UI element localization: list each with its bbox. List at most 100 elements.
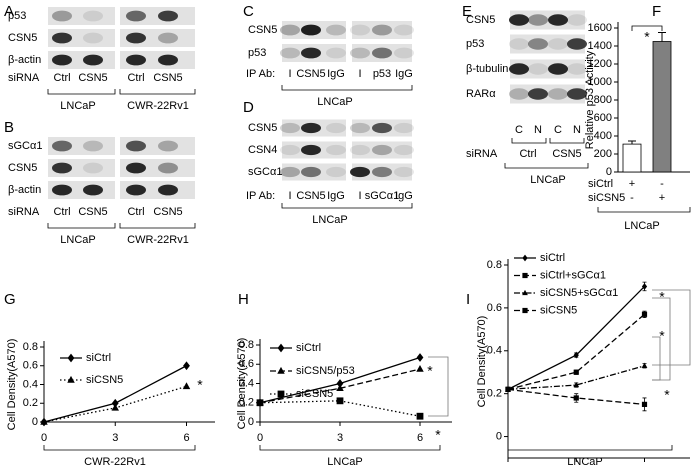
- marker: [573, 381, 580, 388]
- blot-strip: [48, 7, 115, 25]
- blot-band: [326, 166, 346, 178]
- group-label: LNCaP: [60, 234, 95, 246]
- bar: [622, 143, 642, 173]
- bracket: [259, 445, 441, 451]
- blot-band: [52, 140, 72, 152]
- blot-band: [372, 24, 392, 36]
- subgroup-label: CSN5: [552, 148, 581, 160]
- lane-label: I: [358, 68, 361, 80]
- lane-label: sGCα1: [365, 190, 399, 202]
- y-tick-label: 0.6: [239, 358, 254, 370]
- y-tick-label: 0.4: [239, 377, 254, 389]
- row-label: sGCα1: [8, 140, 42, 152]
- marker: [111, 398, 119, 408]
- row-label: CSN5: [8, 162, 37, 174]
- blot-band: [126, 162, 146, 174]
- bracket: [631, 25, 663, 31]
- lane-label: N: [573, 124, 581, 136]
- blot-band: [350, 24, 370, 36]
- marker: [336, 384, 344, 392]
- y-tick-label: 800: [594, 94, 612, 106]
- row-label: p53: [466, 38, 484, 50]
- bracket: [281, 85, 413, 91]
- marker: [641, 401, 648, 407]
- y-tick-label: 1200: [588, 58, 612, 70]
- bracket: [511, 138, 547, 144]
- x-axis-label: LNCaP: [327, 456, 362, 468]
- blot-band: [83, 32, 103, 44]
- lane-label: IgG: [395, 190, 413, 202]
- condition-label: siCSN5: [588, 192, 625, 204]
- bracket: [43, 445, 196, 451]
- lane-label: IgG: [395, 68, 413, 80]
- marker: [573, 351, 579, 359]
- lanes-label: IP Ab:: [246, 68, 275, 80]
- lane-label: IgG: [327, 190, 345, 202]
- blot-band: [394, 166, 414, 178]
- blot-band: [528, 88, 548, 100]
- bracket: [652, 336, 661, 381]
- lane-label: CSN5: [153, 206, 182, 218]
- blot-band: [126, 32, 146, 44]
- marker: [505, 386, 511, 392]
- marker: [277, 343, 285, 353]
- blot-band: [301, 122, 321, 134]
- y-tick-label: 0: [248, 416, 254, 428]
- marker: [641, 283, 648, 290]
- blot-band: [394, 24, 414, 36]
- blot-band: [52, 10, 72, 22]
- condition-label: siCtrl: [588, 178, 613, 190]
- blot-band: [567, 63, 587, 75]
- y-tick-label: 0.8: [487, 259, 502, 271]
- marker: [111, 403, 119, 411]
- blot-band: [126, 54, 146, 66]
- y-tick-label: 1600: [588, 22, 612, 34]
- blot-strip: [510, 59, 585, 79]
- legend-label: siCtrl: [86, 352, 111, 364]
- panel-letter: F: [652, 3, 661, 20]
- lanes-label: siRNA: [8, 206, 40, 218]
- blot-band: [280, 122, 300, 134]
- annotation: *: [659, 289, 665, 305]
- legend-label: siCSN5/p53: [296, 365, 355, 377]
- blot-band: [326, 24, 346, 36]
- blot-band: [83, 162, 103, 174]
- x-tick-label: 3: [573, 468, 579, 469]
- annotation: *: [435, 427, 441, 443]
- group-label: LNCaP: [60, 100, 95, 112]
- lane-label: I: [358, 190, 361, 202]
- row-label: CSN5: [248, 24, 277, 36]
- blot-band: [52, 162, 72, 174]
- marker: [336, 379, 344, 388]
- row-label: CSN5: [466, 14, 495, 26]
- blot-band: [83, 184, 103, 196]
- y-tick-label: 0.2: [239, 397, 254, 409]
- x-tick-label: 0: [41, 432, 47, 444]
- annotation: *: [197, 377, 203, 393]
- lane-label: C: [515, 124, 523, 136]
- lane-label: CSN5: [153, 72, 182, 84]
- blot-band: [394, 144, 414, 156]
- marker: [67, 353, 75, 363]
- lane-label: I: [288, 190, 291, 202]
- y-tick-label: 400: [594, 130, 612, 142]
- y-tick-label: 0.4: [23, 378, 38, 390]
- group-label: CWR-22Rv1: [127, 234, 189, 246]
- blot-band: [52, 54, 72, 66]
- lane-label: p53: [373, 68, 391, 80]
- panel-letter: A: [4, 3, 14, 20]
- legend-label: siCtrl: [296, 342, 321, 354]
- y-tick-label: 1000: [588, 76, 612, 88]
- bracket: [47, 89, 116, 95]
- marker: [67, 375, 75, 383]
- group-label: CWR-22Rv1: [127, 100, 189, 112]
- lane-label: Ctrl: [53, 206, 70, 218]
- y-tick-label: 0.4: [487, 345, 502, 357]
- blot-band: [280, 144, 300, 156]
- blot-band: [350, 166, 370, 178]
- marker: [573, 369, 579, 375]
- blot-band: [158, 184, 178, 196]
- marker: [336, 397, 344, 405]
- error-bar: [628, 140, 636, 145]
